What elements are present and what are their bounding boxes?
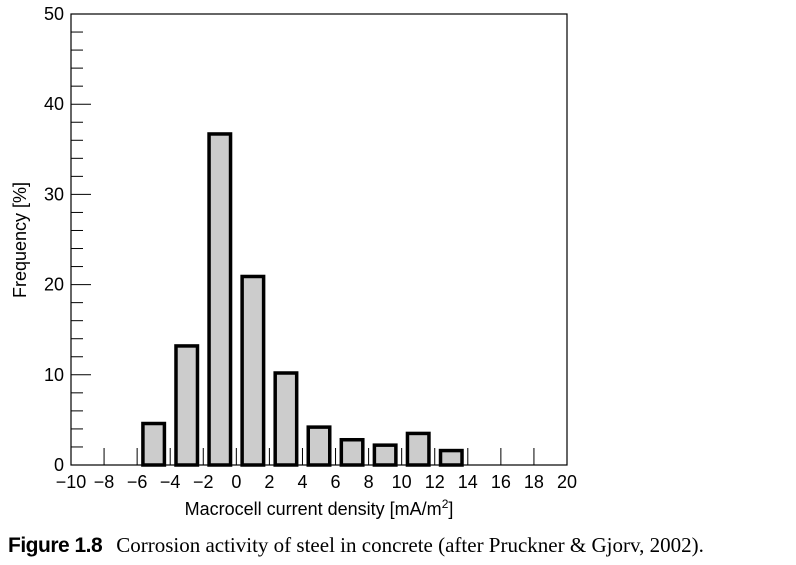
x-tick-label: 4: [297, 472, 307, 492]
y-tick-label: 10: [44, 365, 64, 385]
y-axis-tick-labels: 0 10 20 30 40 50: [44, 4, 64, 475]
x-axis-title-superscript: 2: [442, 497, 449, 511]
histogram-bar: [438, 448, 464, 467]
x-tick-label: −4: [160, 472, 181, 492]
x-axis-tick-labels: −10 −8 −6 −4 −2 0 2 4 6 8 10 12 14 16 18 20: [56, 472, 577, 492]
x-tick-label: 2: [264, 472, 274, 492]
histogram-bar: [141, 421, 167, 467]
x-tick-label: −2: [193, 472, 214, 492]
x-tick-label: 12: [425, 472, 445, 492]
histogram-bar: [240, 274, 266, 467]
x-tick-label: 16: [491, 472, 511, 492]
x-tick-label: 20: [557, 472, 577, 492]
histogram-bar: [339, 437, 365, 467]
histogram-chart: −10 −8 −6 −4 −2 0 2 4 6 8 10 12 14 16 18 20 0 10 20 30 40 50…: [10, 4, 577, 519]
figure-caption-text: Corrosion activity of steel in concrete …: [116, 533, 704, 557]
x-axis-ticks: [70, 448, 568, 465]
y-tick-label: 20: [44, 275, 64, 295]
y-tick-label: 40: [44, 94, 64, 114]
y-tick-label: 0: [54, 455, 64, 475]
x-tick-label: 18: [524, 472, 544, 492]
y-tick-label: 30: [44, 184, 64, 204]
figure-caption-label: Figure 1.8: [8, 534, 103, 557]
x-tick-label: 0: [231, 472, 241, 492]
histogram-bar: [273, 371, 299, 467]
histogram-bar: [174, 344, 200, 467]
histogram-bar: [372, 443, 398, 467]
y-tick-label: 50: [44, 4, 64, 24]
x-axis-title-close: ]: [448, 499, 453, 519]
histogram-bar: [207, 132, 233, 467]
x-tick-label: 14: [458, 472, 478, 492]
x-tick-label: 8: [364, 472, 374, 492]
bars: [141, 132, 464, 467]
x-tick-label: 6: [331, 472, 341, 492]
x-tick-label: −10: [56, 472, 87, 492]
x-tick-label: 10: [392, 472, 412, 492]
x-axis-title: Macrocell current density [mA/m2]: [185, 497, 454, 519]
x-tick-label: −8: [94, 472, 115, 492]
x-axis-title-text: Macrocell current density [mA/m: [185, 499, 442, 519]
figure-caption: Figure 1.8 Corrosion activity of steel in…: [8, 533, 704, 558]
y-axis-title: Frequency [%]: [10, 182, 30, 298]
histogram-bar: [405, 431, 431, 467]
histogram-bar: [306, 425, 332, 467]
x-tick-label: −6: [127, 472, 148, 492]
plot-frame: [70, 13, 568, 466]
y-axis-ticks: [71, 13, 91, 466]
